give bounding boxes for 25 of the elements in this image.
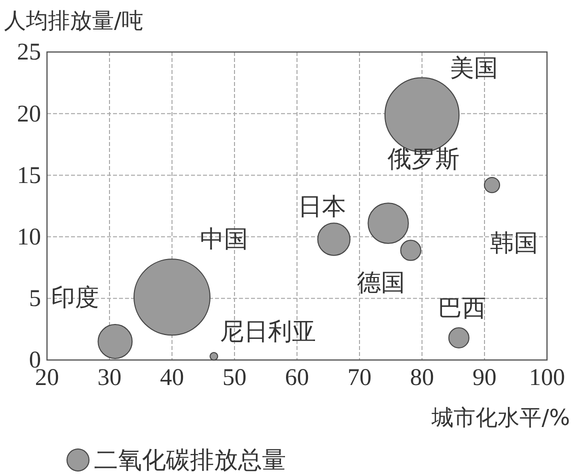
x-tick-label: 50 (222, 365, 246, 392)
y-tick-label: 25 (17, 40, 41, 66)
x-tick-label: 30 (98, 365, 122, 392)
annotation: 印度 (51, 284, 100, 312)
y-tick-label: 20 (17, 101, 41, 128)
annotation: 俄罗斯 (387, 145, 460, 174)
y-axis-title: 人均排放量/吨 (4, 9, 144, 34)
annotation: 日本 (298, 192, 346, 220)
y-tick-label: 10 (17, 224, 41, 250)
x-tick-label: 80 (410, 365, 434, 392)
x-tick-label: 90 (472, 365, 496, 392)
annotation: 中国 (200, 225, 248, 254)
y-tick-label: 15 (17, 162, 41, 189)
x-tick-label: 60 (285, 365, 309, 392)
x-tick-label: 40 (160, 365, 184, 392)
y-tick-label: 5 (29, 286, 41, 312)
annotation: 德国 (356, 268, 405, 296)
x-axis-title: 城市化水平/% (430, 406, 570, 431)
annotation: 尼日利亚 (220, 317, 316, 346)
annotation: 巴西 (438, 294, 486, 322)
x-tick-label: 70 (348, 365, 372, 392)
legend-label: 二氧化碳排放总量 (94, 446, 286, 474)
x-tick-label: 100 (529, 365, 565, 392)
annotation: 韩国 (490, 229, 538, 258)
annotation: 美国 (450, 54, 498, 82)
